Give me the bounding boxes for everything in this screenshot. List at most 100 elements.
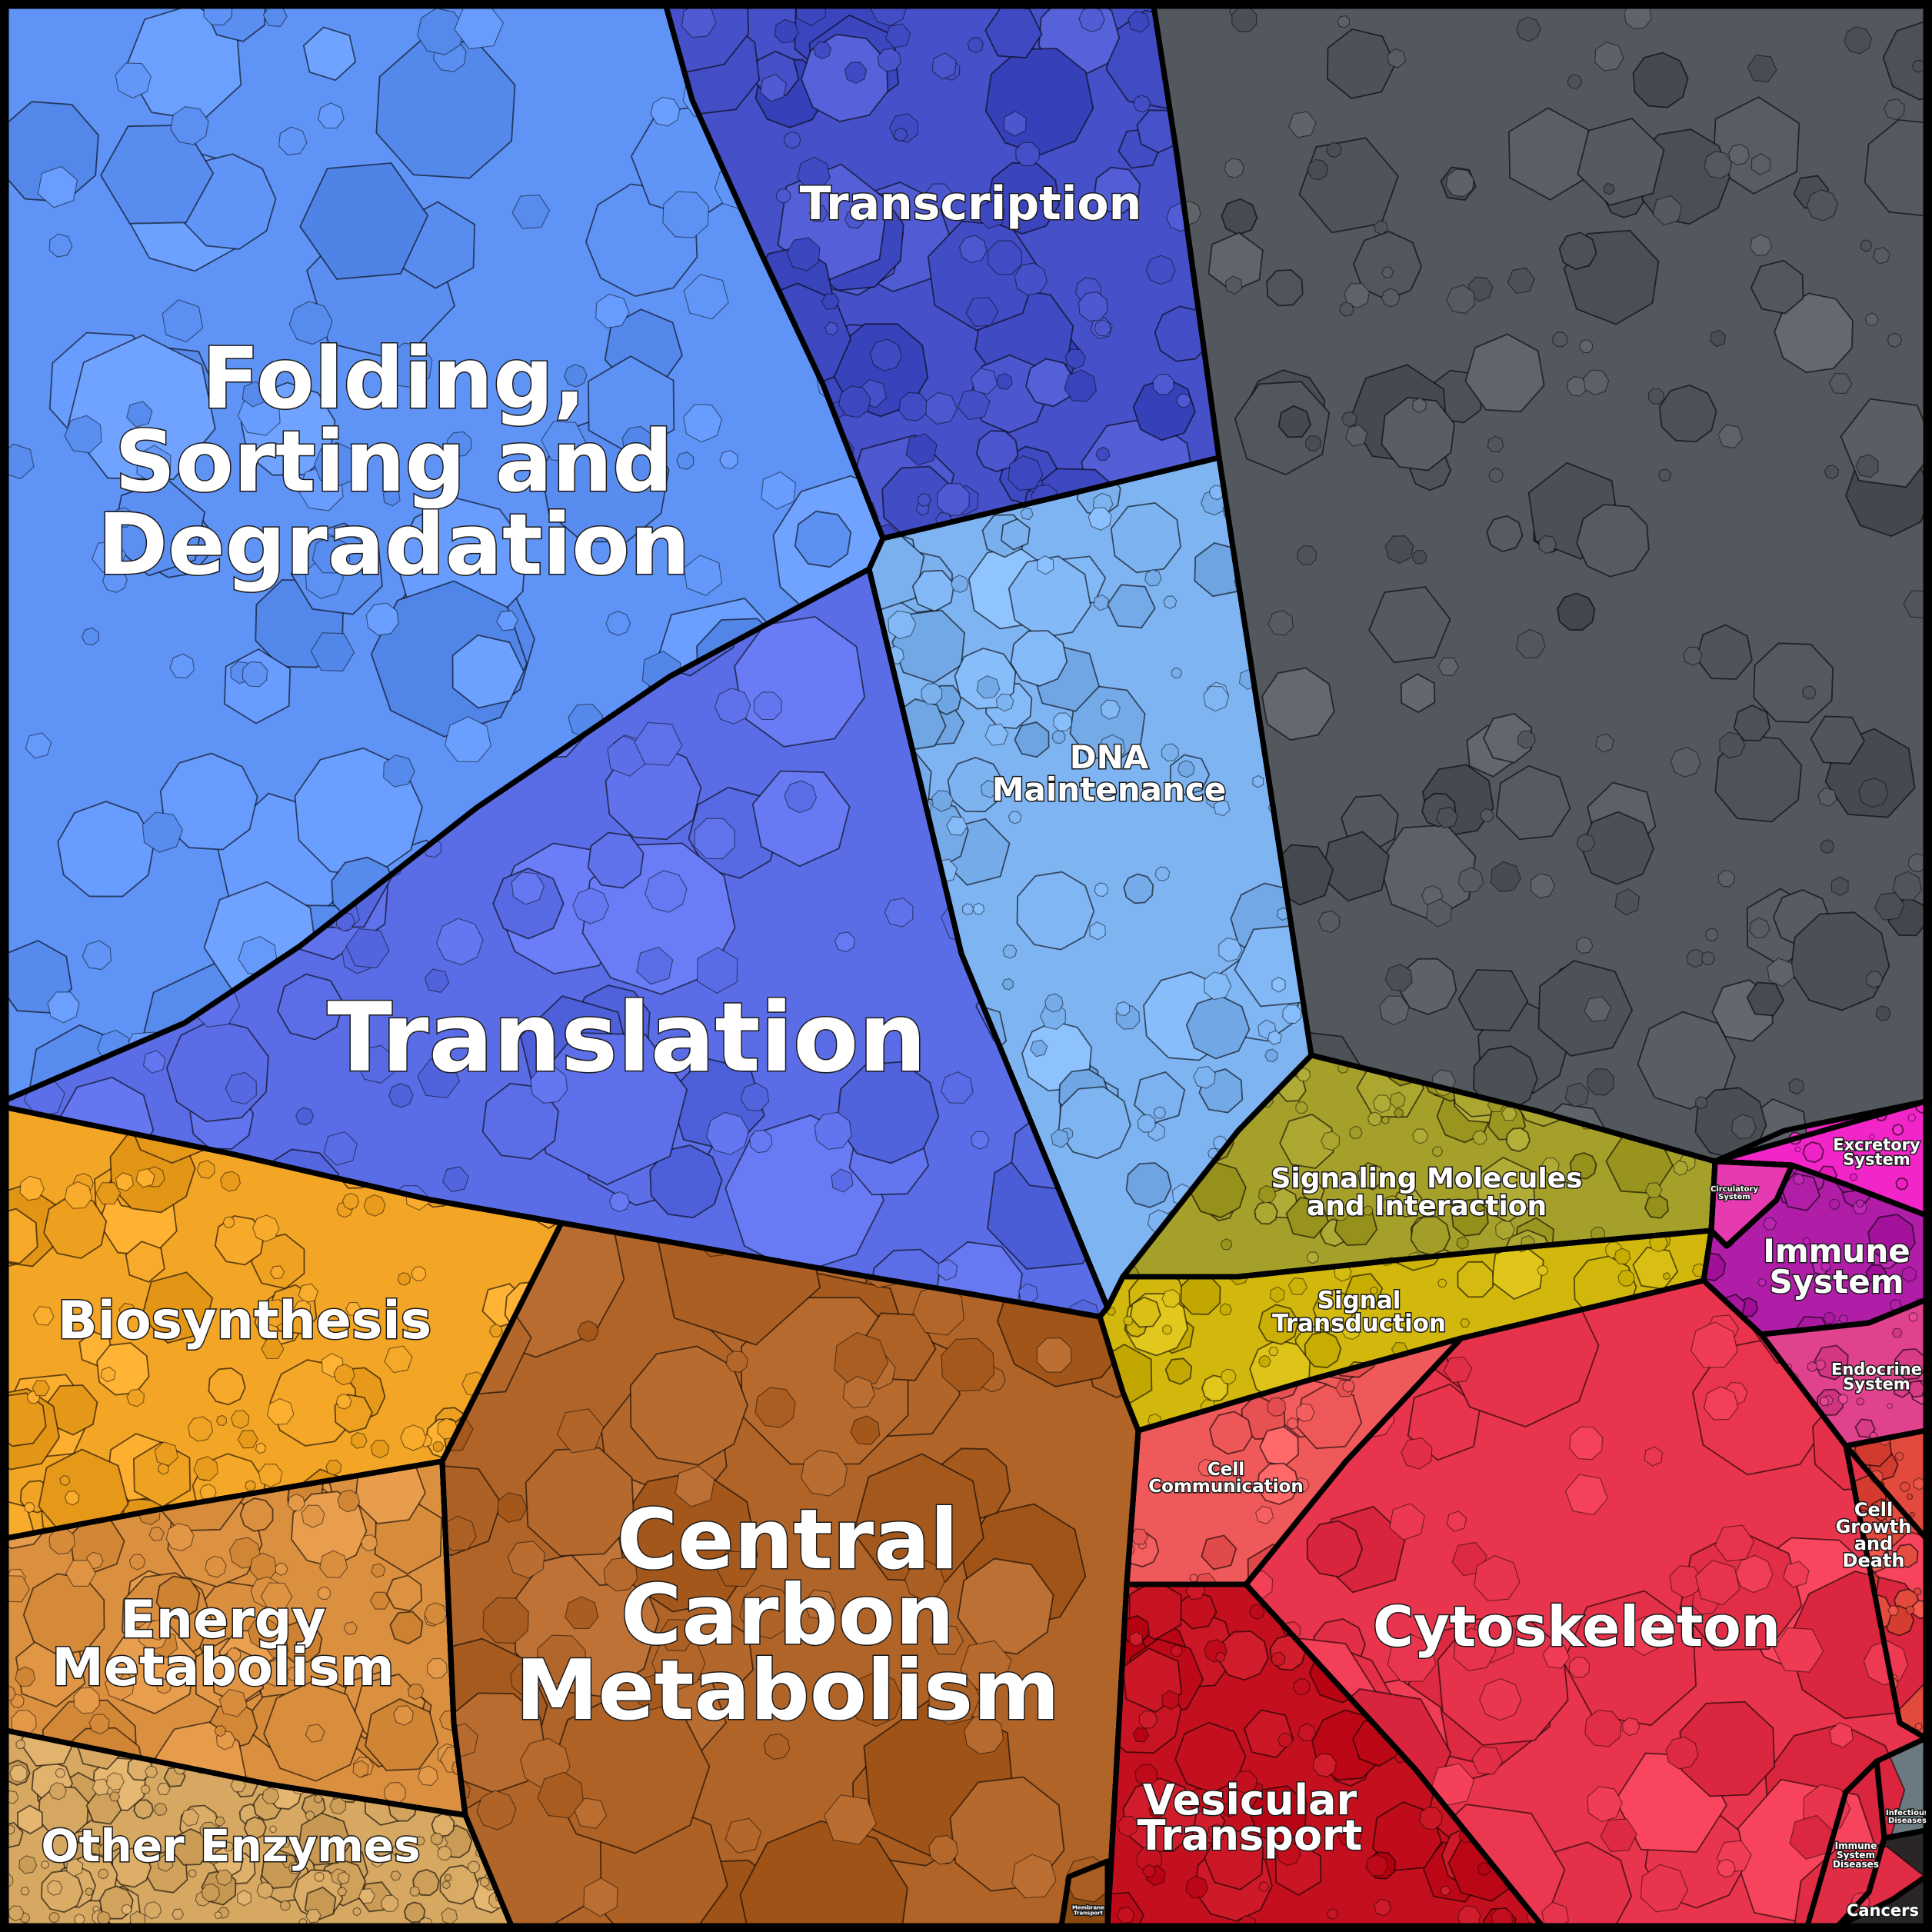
label-line: Transcription [800, 177, 1142, 231]
cell [136, 445, 172, 485]
cell [583, 1877, 618, 1917]
cell [714, 688, 751, 724]
cell [1587, 1786, 1623, 1823]
cell [24, 1502, 35, 1514]
cell [1384, 963, 1413, 992]
cell [1865, 1264, 1887, 1286]
cell [1368, 586, 1451, 664]
cell [391, 1844, 405, 1857]
cell [645, 870, 688, 913]
cell [1269, 1286, 1285, 1304]
cell [6, 1208, 38, 1264]
cell [417, 1058, 461, 1099]
cell [1894, 1451, 1904, 1461]
cell [215, 1869, 232, 1887]
cell [1824, 465, 1839, 480]
cell [1579, 339, 1593, 353]
cell [1412, 397, 1427, 414]
cell [1264, 1048, 1278, 1063]
label-line: Degradation [98, 495, 690, 594]
cell [1479, 1677, 1522, 1721]
cell [142, 811, 184, 853]
cell [959, 235, 988, 264]
cell [1855, 1199, 1864, 1208]
cell [930, 1625, 964, 1655]
cell [1856, 1397, 1864, 1406]
cell [1564, 1082, 1590, 1108]
cell [1829, 1198, 1840, 1211]
cell [834, 931, 855, 953]
cell [1893, 1380, 1910, 1398]
cell [157, 1854, 174, 1872]
cell [1312, 1753, 1337, 1777]
label-line: Transport [1138, 1811, 1363, 1860]
cell [1454, 1627, 1497, 1671]
cell [1541, 1157, 1560, 1176]
cell [390, 1870, 401, 1881]
cell [1249, 1604, 1265, 1620]
cell [302, 26, 357, 82]
cell [1717, 870, 1735, 888]
cell [1198, 1458, 1216, 1477]
cell [1089, 921, 1106, 941]
cell [205, 1555, 227, 1578]
cell [1201, 1534, 1237, 1571]
cell [784, 780, 818, 814]
cell [1258, 1881, 1270, 1892]
cell [1614, 888, 1640, 916]
cell [976, 675, 1001, 699]
cell [1626, 1615, 1663, 1657]
cell [947, 757, 1004, 813]
cell [1762, 1217, 1777, 1231]
cell [1679, 1700, 1776, 1797]
label-transcription: Transcription [800, 177, 1142, 231]
cell [1305, 435, 1321, 451]
cell [1913, 1477, 1925, 1491]
cell [1203, 685, 1230, 712]
cell [655, 1223, 821, 1346]
cell [1731, 1114, 1757, 1140]
cell [595, 293, 630, 328]
label-line: Excretory [1833, 1136, 1920, 1154]
cell [1296, 1794, 1307, 1805]
cell [1014, 262, 1048, 296]
cell [605, 611, 631, 636]
cell [1204, 1829, 1264, 1890]
cell [696, 947, 738, 994]
cell [724, 1817, 762, 1854]
cell [64, 415, 102, 454]
cell [1381, 288, 1401, 308]
cell [1749, 917, 1770, 938]
cell [676, 451, 695, 470]
cell [1864, 118, 1926, 217]
cell [1010, 630, 1068, 687]
cell [1839, 1314, 1849, 1324]
cell [739, 1584, 794, 1640]
cell [1379, 995, 1410, 1026]
cell [1008, 811, 1022, 824]
label-line: Infectious [1886, 1809, 1929, 1817]
cell [1695, 1560, 1740, 1606]
cell [269, 1825, 277, 1833]
cell [142, 1050, 166, 1074]
cell [311, 535, 351, 574]
cell [1594, 42, 1624, 72]
cell [389, 1611, 424, 1645]
cell [37, 165, 78, 208]
cell [298, 1812, 351, 1866]
cell [1844, 26, 1872, 55]
label-vesicular-transport: Vesicular Transport [1138, 1776, 1363, 1860]
cell [965, 297, 999, 327]
cell [683, 404, 723, 443]
cell [203, 6, 233, 25]
cell [797, 156, 831, 190]
cell [1327, 1908, 1338, 1920]
cell [98, 1868, 109, 1880]
cell [1867, 1214, 1916, 1262]
cell [1663, 1271, 1671, 1281]
cell [1276, 1840, 1301, 1867]
cell [1869, 1134, 1875, 1140]
cell [305, 1908, 321, 1924]
cell [1885, 1515, 1894, 1522]
cell [1115, 1001, 1131, 1017]
